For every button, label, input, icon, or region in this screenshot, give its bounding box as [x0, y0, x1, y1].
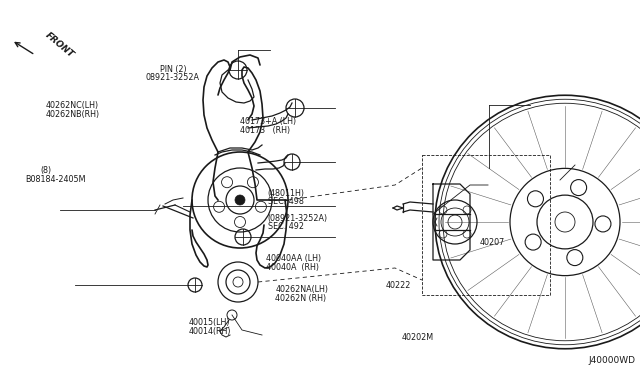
- Text: 40262NA(LH): 40262NA(LH): [275, 285, 328, 294]
- Text: PIN (2): PIN (2): [160, 65, 187, 74]
- Text: 40040AA (LH): 40040AA (LH): [266, 254, 321, 263]
- Text: 40014(RH): 40014(RH): [189, 327, 231, 336]
- Text: (8): (8): [40, 166, 51, 175]
- Text: 40262NB(RH): 40262NB(RH): [46, 110, 100, 119]
- Text: 40262NC(LH): 40262NC(LH): [46, 101, 99, 110]
- Text: 40173   (RH): 40173 (RH): [240, 126, 290, 135]
- Text: (48011H): (48011H): [268, 189, 305, 198]
- Text: 40222: 40222: [386, 281, 412, 290]
- Circle shape: [235, 195, 245, 205]
- Text: 40262N (RH): 40262N (RH): [275, 294, 326, 303]
- Text: (08921-3252A): (08921-3252A): [268, 214, 328, 223]
- Text: J40000WD: J40000WD: [588, 356, 635, 365]
- Text: B08184-2405M: B08184-2405M: [26, 175, 86, 184]
- Text: 08921-3252A: 08921-3252A: [146, 73, 200, 82]
- Text: 40207: 40207: [480, 238, 505, 247]
- Text: FRONT: FRONT: [44, 31, 76, 60]
- Bar: [422, 155, 550, 295]
- Text: SEC. 498: SEC. 498: [268, 197, 303, 206]
- Text: 40202M: 40202M: [402, 333, 434, 342]
- Text: SEC. 492: SEC. 492: [268, 222, 303, 231]
- Text: 40015(LH): 40015(LH): [189, 318, 230, 327]
- Text: 40173+A (LH): 40173+A (LH): [240, 117, 296, 126]
- Text: 40040A  (RH): 40040A (RH): [266, 263, 319, 272]
